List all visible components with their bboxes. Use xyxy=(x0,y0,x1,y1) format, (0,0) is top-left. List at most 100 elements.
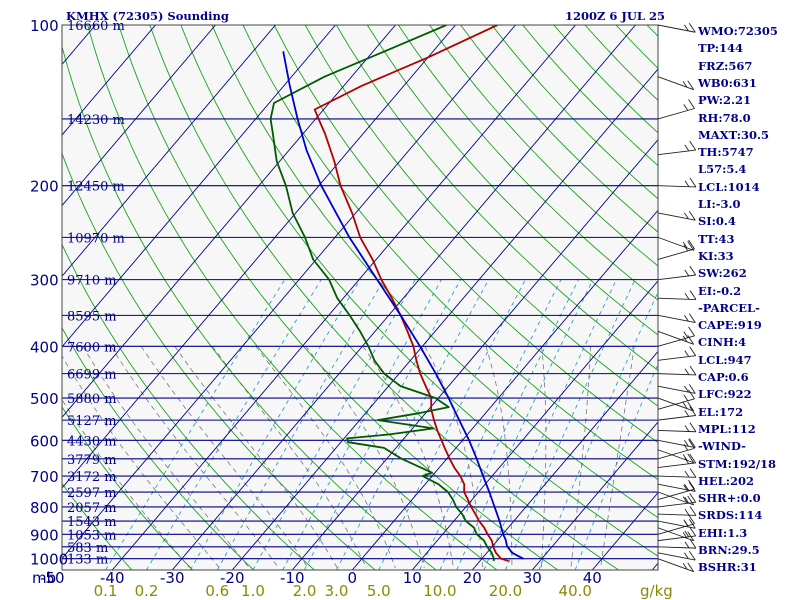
dry-adiabat xyxy=(429,25,658,267)
dry-adiabat xyxy=(62,326,254,570)
station-title: KMHX (72305) Sounding xyxy=(66,9,229,23)
sounding-index: EHI:1.3 xyxy=(698,525,748,540)
isotherm xyxy=(62,25,156,136)
pressure-tick-label: 100 xyxy=(30,17,59,35)
sounding-index: TT:43 xyxy=(698,231,735,246)
height-label: 9710 m xyxy=(67,274,117,289)
mixing-ratio-label: 10.0 xyxy=(423,582,456,600)
wind-barb xyxy=(657,384,696,394)
height-label: 8595 m xyxy=(67,309,117,324)
mixing-ratio-label: 0.2 xyxy=(135,582,159,600)
wind-barb xyxy=(657,265,697,281)
temperature-tick-label: 10 xyxy=(403,569,422,587)
temperature-tick-label: -20 xyxy=(220,569,245,587)
moist-adiabat xyxy=(62,355,220,569)
dry-adiabat xyxy=(87,25,498,570)
height-label: 3172 m xyxy=(67,470,117,485)
moist-adiabat xyxy=(600,346,635,568)
sounding-index: SW:262 xyxy=(698,266,747,281)
isotherm xyxy=(171,25,636,570)
dry-adiabat xyxy=(335,25,658,371)
temperature-tick-label: -50 xyxy=(40,569,65,587)
sounding-index: PW:2.21 xyxy=(698,93,752,108)
dry-adiabat xyxy=(118,25,559,570)
pressure-unit-label: mb xyxy=(32,569,56,587)
isotherm xyxy=(111,25,576,570)
pressure-tick-label: 200 xyxy=(30,178,59,196)
sounding-index: L57:5.4 xyxy=(698,162,747,177)
height-label: 16660 m xyxy=(67,19,125,34)
dry-adiabats xyxy=(62,25,658,570)
dry-adiabat xyxy=(366,25,658,336)
wind-barb xyxy=(657,290,697,300)
moist-adiabat xyxy=(541,346,547,568)
sounding-index: SI:0.4 xyxy=(698,214,736,229)
height-label: 7600 m xyxy=(67,340,117,355)
wind-barb xyxy=(657,538,697,549)
wind-barb xyxy=(657,422,697,433)
sounding-index: CAP:0.6 xyxy=(698,370,749,384)
wind-barb xyxy=(657,482,696,492)
mixing-ratio-label: 0.1 xyxy=(94,582,118,600)
isotherm xyxy=(62,25,276,277)
height-label: 12450 m xyxy=(67,180,125,195)
isotherm xyxy=(62,25,516,560)
height-label: 10970 m xyxy=(67,231,125,246)
height-label: 1543 m xyxy=(67,515,117,530)
pressure-tick-label: 400 xyxy=(30,338,59,356)
sounding-index: STM:192/18 xyxy=(698,456,777,471)
sounding-traces xyxy=(269,25,524,562)
wind-barb xyxy=(657,23,696,33)
wind-barb xyxy=(657,346,697,361)
wind-barb xyxy=(657,453,697,469)
mixing-ratio-label: 20.0 xyxy=(489,582,522,600)
wind-barb xyxy=(657,210,696,221)
sounding-index: LCL:1014 xyxy=(698,179,760,194)
isotherm xyxy=(62,25,336,348)
mixing-ratio-label: 40.0 xyxy=(559,582,592,600)
moist-adiabat xyxy=(255,346,396,568)
isotherm xyxy=(0,25,36,570)
pressure-tick-label: 800 xyxy=(30,499,59,517)
height-label: 583 m xyxy=(67,541,108,556)
sounding-index: CINH:4 xyxy=(698,335,747,350)
mixing-ratio-label: 1.0 xyxy=(241,582,265,600)
dry-adiabat xyxy=(304,25,658,407)
wind-barb xyxy=(657,326,695,347)
sounding-index: -PARCEL- xyxy=(698,300,760,315)
wind-barb xyxy=(657,389,695,410)
isotherm xyxy=(62,25,456,489)
temperature-trace xyxy=(313,25,509,562)
sounding-index: TP:144 xyxy=(698,41,744,56)
isotherm xyxy=(531,421,658,570)
dry-adiabat xyxy=(62,482,133,570)
sounding-index: MPL:112 xyxy=(698,421,756,436)
mixing-ratio-label: 0.6 xyxy=(205,582,229,600)
isotherm xyxy=(471,350,658,570)
dry-adiabat xyxy=(62,406,194,570)
wind-barb xyxy=(657,236,695,251)
pressure-tick-label: 500 xyxy=(30,390,59,408)
moist-adiabat xyxy=(110,346,279,569)
wind-barb xyxy=(657,438,696,448)
pressure-tick-label: 1000 xyxy=(30,551,68,569)
height-label: 14230 m xyxy=(67,113,125,128)
wind-barb xyxy=(657,140,697,156)
mixing-ratio-label: 2.0 xyxy=(293,582,317,600)
moist-adiabat xyxy=(424,346,483,568)
height-label: 2057 m xyxy=(67,501,117,516)
isotherm xyxy=(62,25,216,207)
moist-adiabat xyxy=(305,346,425,568)
pressure-tick-label: 900 xyxy=(30,526,59,544)
pressure-tick-label: 300 xyxy=(30,272,59,290)
dry-adiabat xyxy=(398,25,658,301)
sounding-time: 1200Z 6 JUL 25 xyxy=(565,9,665,23)
height-label: 5127 m xyxy=(67,414,117,429)
parcel-trace xyxy=(282,51,524,560)
wind-barb xyxy=(657,468,697,478)
height-label: 4430 m xyxy=(67,434,117,449)
height-label: 3779 m xyxy=(67,453,117,468)
temperature-tick-label: -40 xyxy=(100,569,125,587)
